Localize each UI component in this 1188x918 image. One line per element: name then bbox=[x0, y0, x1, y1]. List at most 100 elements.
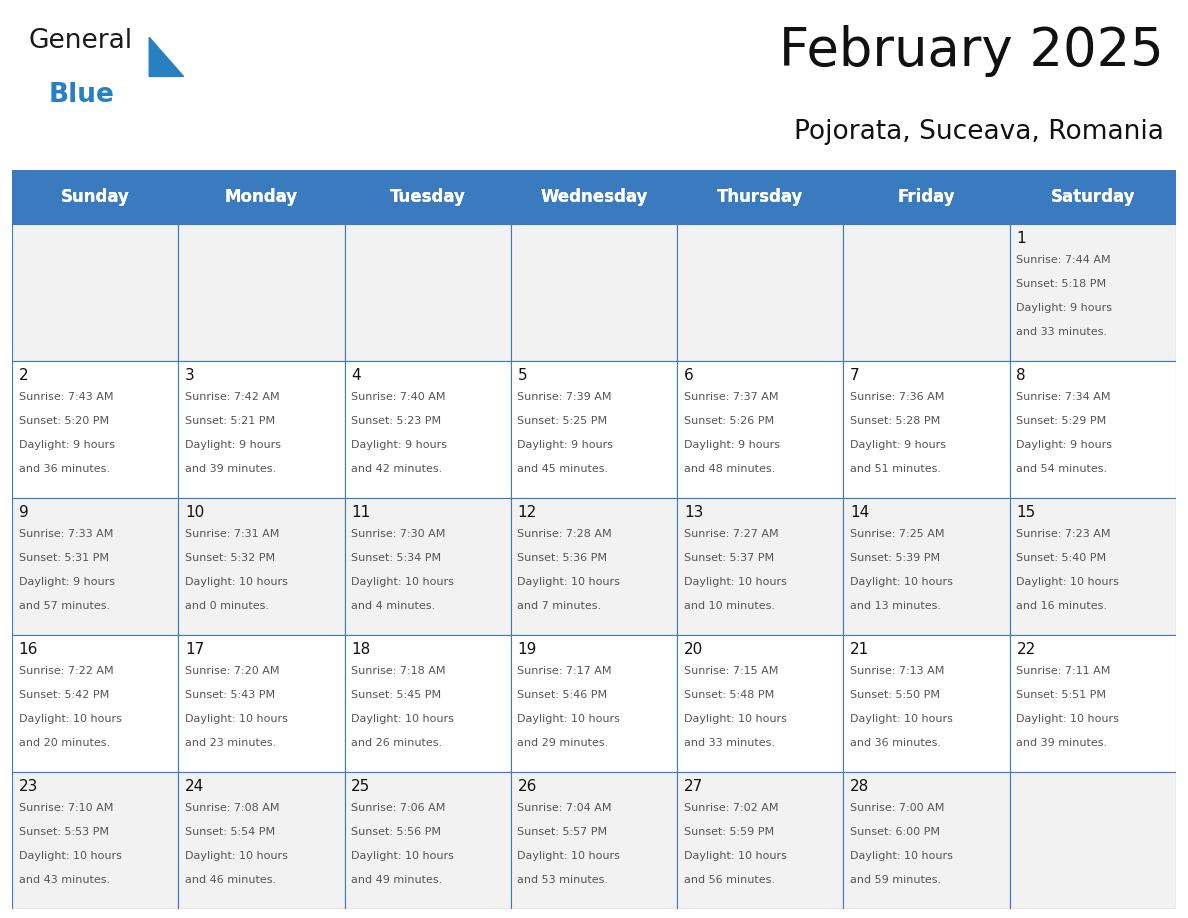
Text: 3: 3 bbox=[185, 367, 195, 383]
Bar bbox=[677, 224, 843, 361]
Text: and 33 minutes.: and 33 minutes. bbox=[1017, 327, 1107, 337]
Text: 15: 15 bbox=[1017, 505, 1036, 520]
Text: Daylight: 9 hours: Daylight: 9 hours bbox=[1017, 440, 1112, 450]
Text: Daylight: 10 hours: Daylight: 10 hours bbox=[684, 851, 786, 860]
Text: 25: 25 bbox=[352, 778, 371, 794]
Bar bbox=[345, 170, 511, 224]
Text: and 51 minutes.: and 51 minutes. bbox=[851, 464, 941, 474]
Text: Daylight: 10 hours: Daylight: 10 hours bbox=[851, 851, 953, 860]
Bar bbox=[12, 170, 1176, 224]
Text: Sunset: 5:36 PM: Sunset: 5:36 PM bbox=[518, 553, 607, 563]
Text: and 43 minutes.: and 43 minutes. bbox=[19, 875, 109, 885]
Polygon shape bbox=[150, 38, 184, 76]
Text: and 48 minutes.: and 48 minutes. bbox=[684, 464, 775, 474]
Text: Daylight: 10 hours: Daylight: 10 hours bbox=[19, 713, 121, 723]
Text: Sunrise: 7:22 AM: Sunrise: 7:22 AM bbox=[19, 666, 113, 676]
Bar bbox=[511, 772, 677, 909]
Text: and 39 minutes.: and 39 minutes. bbox=[1017, 737, 1107, 747]
Text: 18: 18 bbox=[352, 642, 371, 656]
Text: Blue: Blue bbox=[49, 82, 114, 107]
Bar bbox=[843, 635, 1010, 772]
Text: and 57 minutes.: and 57 minutes. bbox=[19, 600, 109, 610]
Bar bbox=[1010, 361, 1176, 498]
Text: Sunrise: 7:34 AM: Sunrise: 7:34 AM bbox=[1017, 392, 1111, 401]
Text: Wednesday: Wednesday bbox=[541, 188, 647, 206]
Text: Sunrise: 7:33 AM: Sunrise: 7:33 AM bbox=[19, 529, 113, 539]
Text: Sunrise: 7:23 AM: Sunrise: 7:23 AM bbox=[1017, 529, 1111, 539]
Text: Sunset: 5:31 PM: Sunset: 5:31 PM bbox=[19, 553, 108, 563]
Text: and 53 minutes.: and 53 minutes. bbox=[518, 875, 608, 885]
Text: Sunset: 5:40 PM: Sunset: 5:40 PM bbox=[1017, 553, 1106, 563]
Text: 2: 2 bbox=[19, 367, 29, 383]
Bar bbox=[178, 170, 345, 224]
Text: 13: 13 bbox=[684, 505, 703, 520]
Text: Sunrise: 7:39 AM: Sunrise: 7:39 AM bbox=[518, 392, 612, 401]
Text: and 56 minutes.: and 56 minutes. bbox=[684, 875, 775, 885]
Text: Sunrise: 7:06 AM: Sunrise: 7:06 AM bbox=[352, 802, 446, 812]
Text: Sunday: Sunday bbox=[61, 188, 129, 206]
Bar bbox=[345, 635, 511, 772]
Text: and 36 minutes.: and 36 minutes. bbox=[19, 464, 109, 474]
Text: Sunset: 6:00 PM: Sunset: 6:00 PM bbox=[851, 826, 940, 836]
Bar bbox=[677, 361, 843, 498]
Bar bbox=[178, 772, 345, 909]
Text: Sunset: 5:37 PM: Sunset: 5:37 PM bbox=[684, 553, 773, 563]
Text: Sunrise: 7:27 AM: Sunrise: 7:27 AM bbox=[684, 529, 778, 539]
Text: Sunrise: 7:20 AM: Sunrise: 7:20 AM bbox=[185, 666, 279, 676]
Text: and 36 minutes.: and 36 minutes. bbox=[851, 737, 941, 747]
Text: and 45 minutes.: and 45 minutes. bbox=[518, 464, 608, 474]
Bar bbox=[1010, 498, 1176, 635]
Text: Sunset: 5:26 PM: Sunset: 5:26 PM bbox=[684, 416, 773, 426]
Bar bbox=[511, 635, 677, 772]
Text: Sunset: 5:42 PM: Sunset: 5:42 PM bbox=[19, 689, 109, 700]
Text: Sunrise: 7:25 AM: Sunrise: 7:25 AM bbox=[851, 529, 944, 539]
Bar bbox=[345, 498, 511, 635]
Text: Wednesday: Wednesday bbox=[541, 188, 647, 206]
Bar bbox=[178, 498, 345, 635]
Text: and 46 minutes.: and 46 minutes. bbox=[185, 875, 276, 885]
Text: 24: 24 bbox=[185, 778, 204, 794]
Text: and 49 minutes.: and 49 minutes. bbox=[352, 875, 442, 885]
Text: Daylight: 10 hours: Daylight: 10 hours bbox=[518, 851, 620, 860]
Bar bbox=[345, 772, 511, 909]
Text: Daylight: 10 hours: Daylight: 10 hours bbox=[684, 713, 786, 723]
Text: Daylight: 9 hours: Daylight: 9 hours bbox=[518, 440, 613, 450]
Text: 11: 11 bbox=[352, 505, 371, 520]
Text: Daylight: 9 hours: Daylight: 9 hours bbox=[352, 440, 447, 450]
Text: February 2025: February 2025 bbox=[779, 25, 1164, 77]
Text: Monday: Monday bbox=[225, 188, 298, 206]
Text: 19: 19 bbox=[518, 642, 537, 656]
Text: General: General bbox=[29, 28, 132, 54]
Text: Sunset: 5:23 PM: Sunset: 5:23 PM bbox=[352, 416, 441, 426]
Text: Sunrise: 7:15 AM: Sunrise: 7:15 AM bbox=[684, 666, 778, 676]
Text: 10: 10 bbox=[185, 505, 204, 520]
Text: Sunrise: 7:37 AM: Sunrise: 7:37 AM bbox=[684, 392, 778, 401]
Text: 1: 1 bbox=[1017, 230, 1026, 246]
Bar bbox=[12, 635, 178, 772]
Text: 7: 7 bbox=[851, 367, 860, 383]
Text: Sunset: 5:20 PM: Sunset: 5:20 PM bbox=[19, 416, 108, 426]
Text: Sunset: 5:50 PM: Sunset: 5:50 PM bbox=[851, 689, 940, 700]
Text: Sunset: 5:21 PM: Sunset: 5:21 PM bbox=[185, 416, 274, 426]
Text: and 10 minutes.: and 10 minutes. bbox=[684, 600, 775, 610]
Text: Sunset: 5:48 PM: Sunset: 5:48 PM bbox=[684, 689, 775, 700]
Bar bbox=[843, 361, 1010, 498]
Text: Daylight: 10 hours: Daylight: 10 hours bbox=[185, 577, 287, 587]
Text: Sunset: 5:51 PM: Sunset: 5:51 PM bbox=[1017, 689, 1106, 700]
Text: and 42 minutes.: and 42 minutes. bbox=[352, 464, 442, 474]
Text: Daylight: 9 hours: Daylight: 9 hours bbox=[19, 440, 114, 450]
Bar bbox=[843, 498, 1010, 635]
Bar bbox=[1010, 772, 1176, 909]
Bar bbox=[345, 224, 511, 361]
Text: and 0 minutes.: and 0 minutes. bbox=[185, 600, 268, 610]
Bar bbox=[677, 498, 843, 635]
Text: Daylight: 10 hours: Daylight: 10 hours bbox=[185, 713, 287, 723]
Text: 21: 21 bbox=[851, 642, 870, 656]
Text: Sunday: Sunday bbox=[61, 188, 129, 206]
Text: Daylight: 10 hours: Daylight: 10 hours bbox=[1017, 577, 1119, 587]
Text: Sunset: 5:32 PM: Sunset: 5:32 PM bbox=[185, 553, 274, 563]
Text: Sunrise: 7:43 AM: Sunrise: 7:43 AM bbox=[19, 392, 113, 401]
Bar bbox=[677, 635, 843, 772]
Text: Thursday: Thursday bbox=[718, 188, 803, 206]
Text: Sunset: 5:34 PM: Sunset: 5:34 PM bbox=[352, 553, 441, 563]
